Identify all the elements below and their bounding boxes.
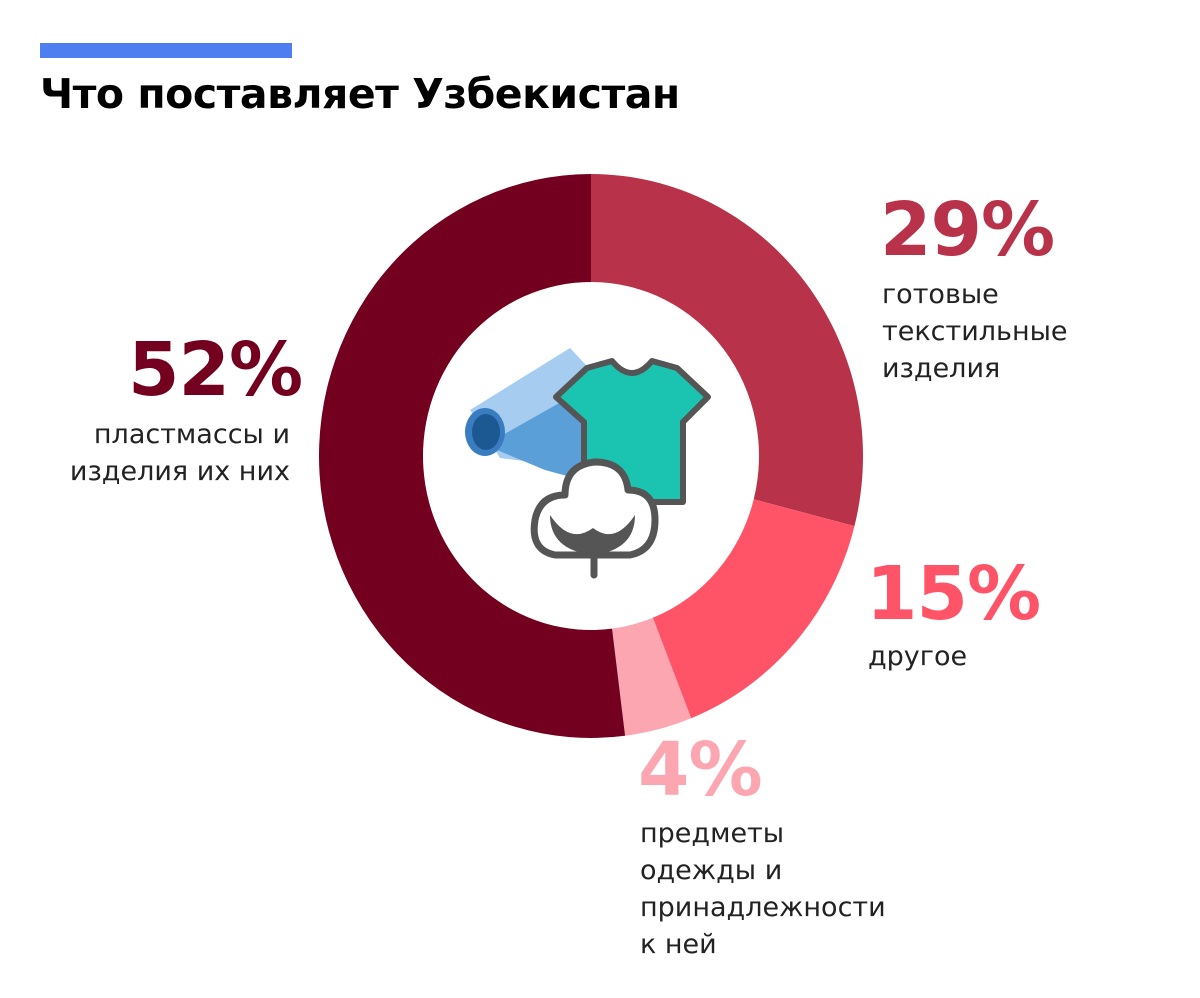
donut-slice (318, 174, 626, 738)
slice-label-29: 29% (880, 187, 1055, 273)
slice-label-52: 52% (128, 327, 303, 413)
page-title: Что поставляет Узбекистан (40, 70, 680, 118)
slice-name-textiles: готовые текстильные изделия (882, 279, 1068, 384)
slice-label-15: 15% (866, 551, 1041, 637)
slice-label-4: 4% (638, 727, 763, 813)
slice-name-clothing: предметы одежды и принадлежности к ней (640, 818, 886, 960)
slice-name-other: другое (868, 641, 968, 672)
center-icon (465, 348, 711, 579)
slice-name-plastics: пластмассы и изделия их них (69, 419, 290, 487)
cotton-icon (530, 458, 659, 579)
donut-slice (612, 617, 692, 736)
donut-slice (652, 499, 855, 719)
accent-bar (40, 43, 292, 58)
donut-slice (591, 174, 863, 527)
